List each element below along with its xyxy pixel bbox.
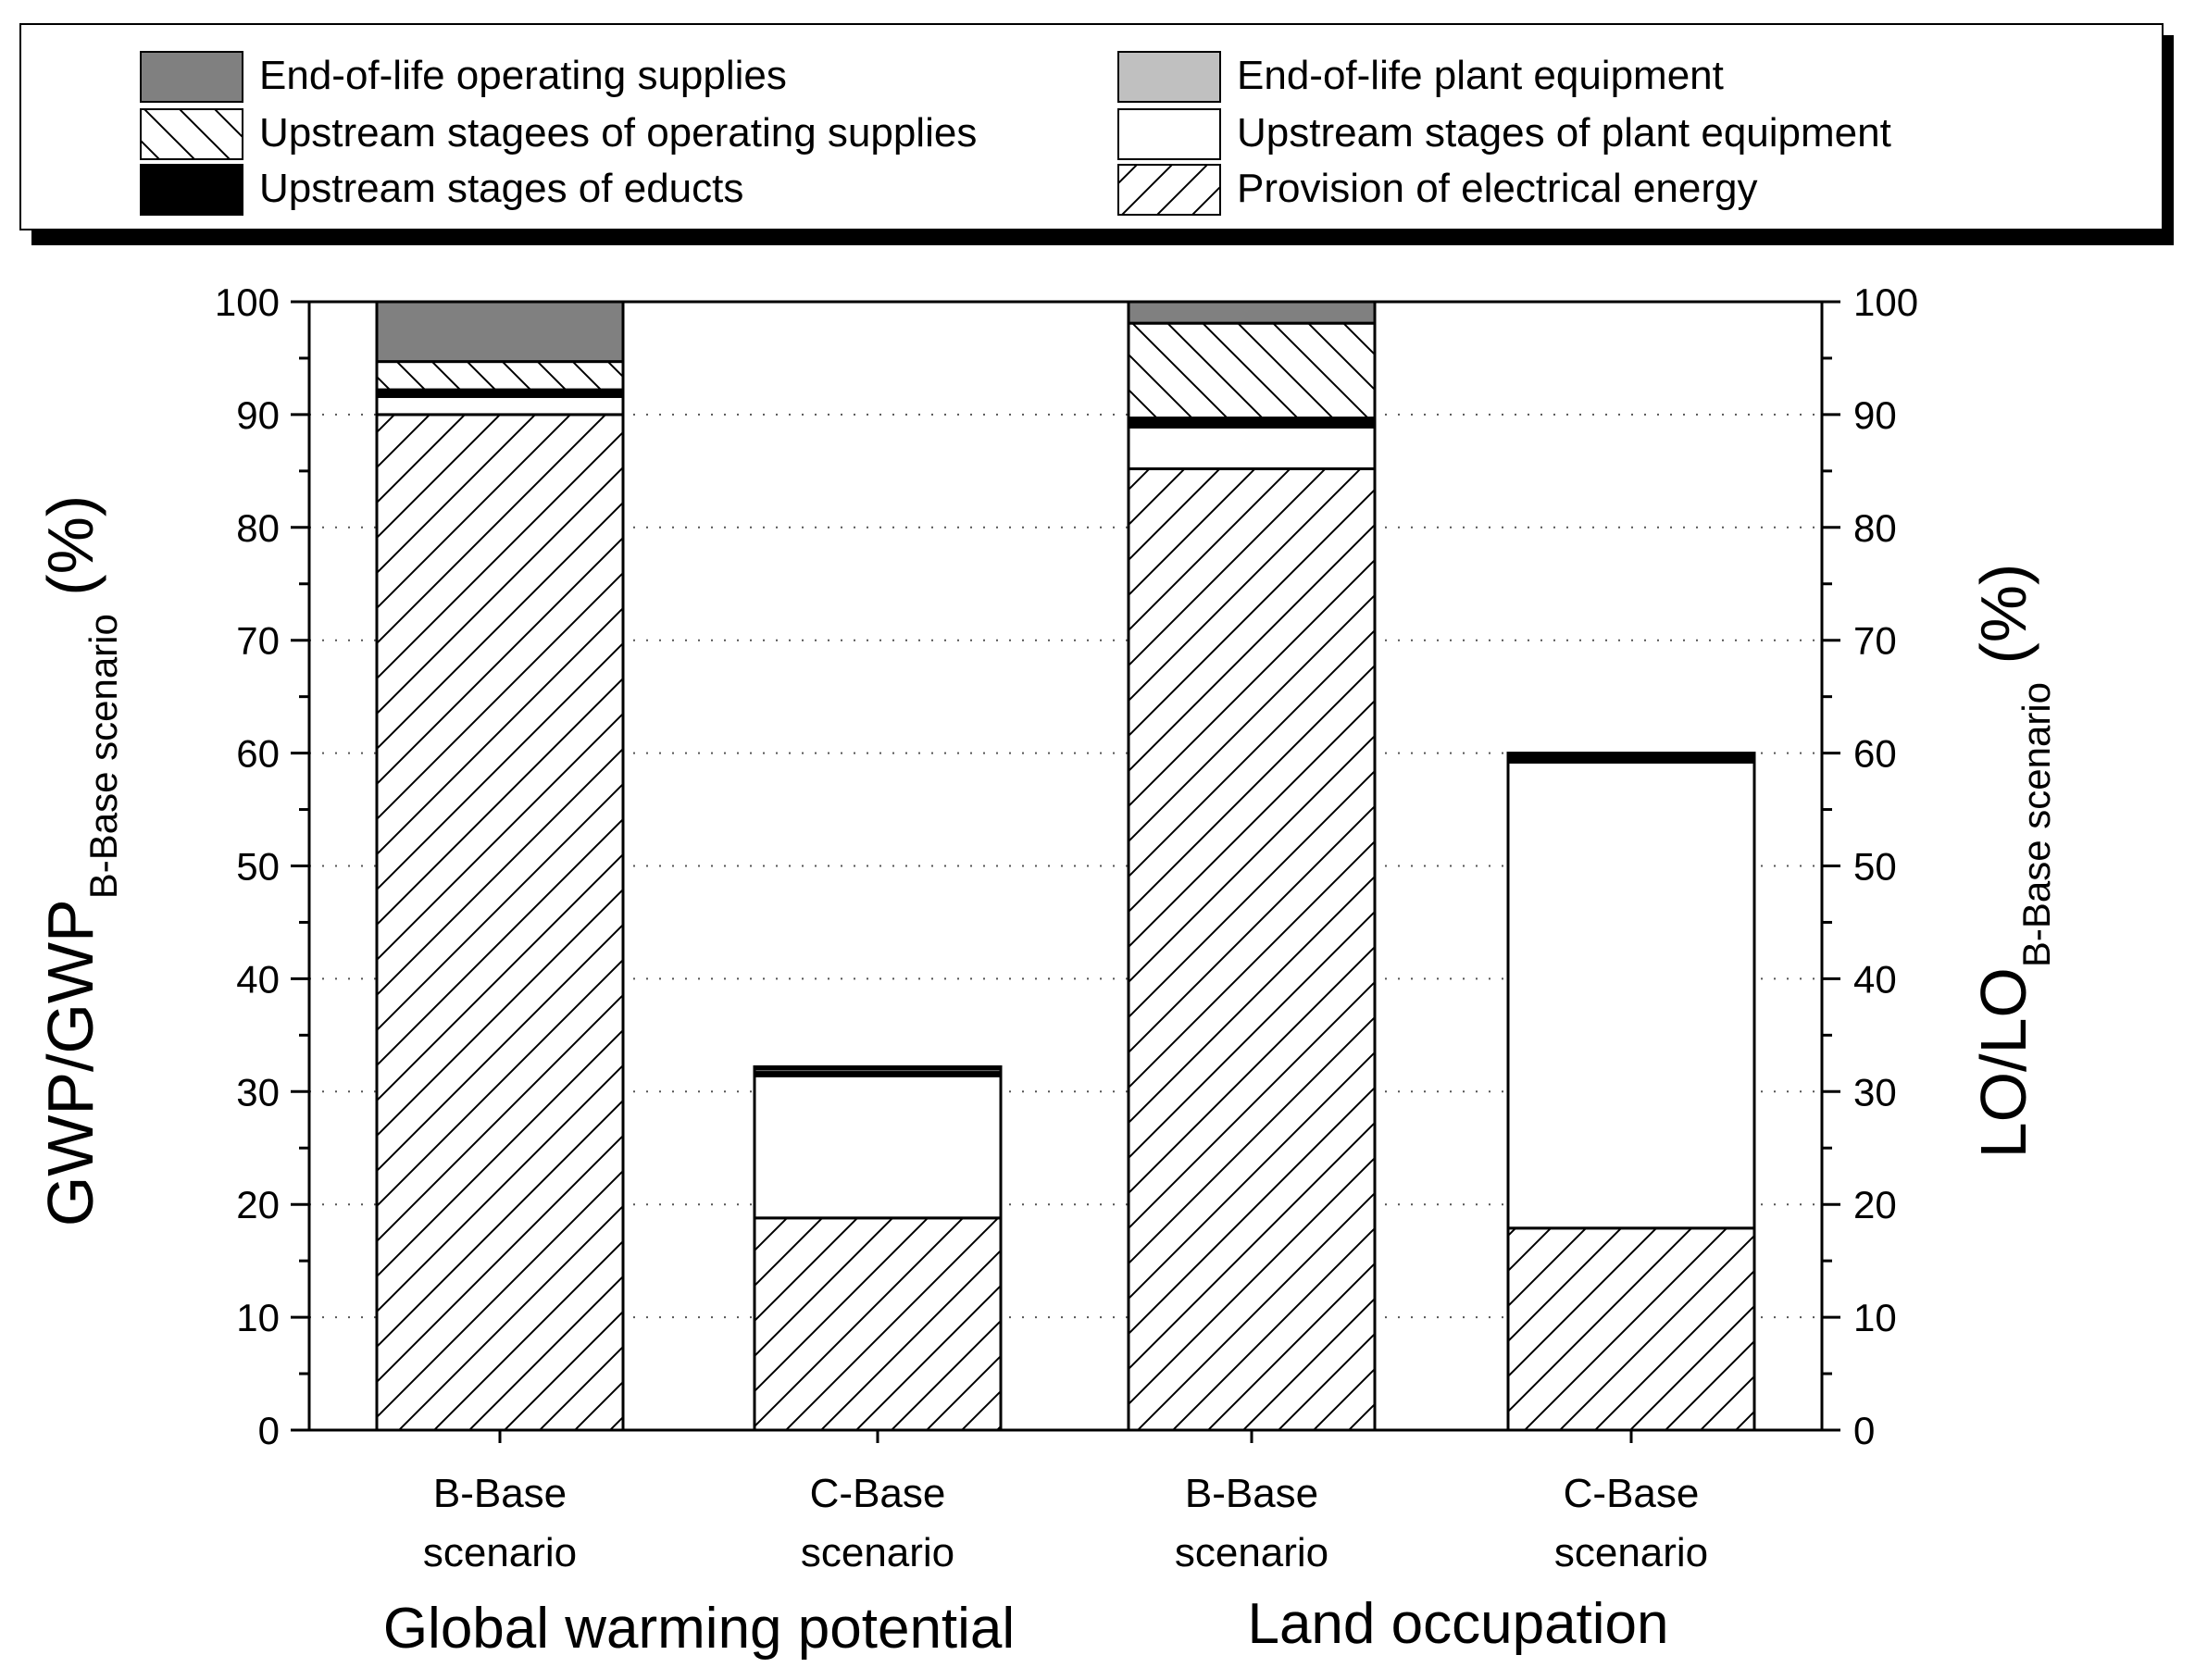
legend-label-upstream-stages-of-educts: Upstream stages of educts <box>259 166 743 211</box>
x-category-label-1-line2: scenario <box>423 1530 577 1575</box>
right-tick-label-30: 30 <box>1853 1070 1897 1114</box>
bars <box>375 300 1756 1432</box>
bar-segment-1-end-of-life-operating-supplies <box>375 300 625 364</box>
legend-swatch-upstream-stagees-of-operating-supplies <box>140 108 243 160</box>
x-category-label-4-line1: C-Base <box>1564 1471 1700 1516</box>
bar-segment-3-upstream-stages-of-plant-equipment <box>1127 425 1377 470</box>
right-tick-label-100: 100 <box>1853 280 1918 324</box>
left-tick-label-90: 90 <box>236 393 280 437</box>
right-tick-label-20: 20 <box>1853 1183 1897 1226</box>
legend-label-end-of-life-operating-supplies: End-of-life operating supplies <box>259 53 787 98</box>
group-label-land-occupation: Land occupation <box>1247 1592 1668 1656</box>
left-tick-label-20: 20 <box>236 1183 280 1226</box>
left-tick-label-60: 60 <box>236 732 280 776</box>
bar-segment-1-upstream-stages-of-plant-equipment <box>375 394 625 417</box>
left-tick-label-70: 70 <box>236 619 280 663</box>
x-category-label-2-line1: C-Base <box>810 1471 946 1516</box>
axes: 0 0 10 10 20 20 30 30 40 40 50 50 60 60 70 70 80 80 90 90 10… <box>215 280 1918 1452</box>
bar-segment-2-end-of-life-operating-supplies <box>753 1064 1003 1071</box>
legend-label-upstream-stagees-of-operating-supplies: Upstream stagees of operating supplies <box>259 110 977 156</box>
left-tick-label-50: 50 <box>236 845 280 889</box>
bar-segment-4-upstream-stages-of-educts <box>1506 752 1756 764</box>
x-category-label-3-line1: B-Base <box>1185 1471 1318 1516</box>
left-tick-label-40: 40 <box>236 957 280 1001</box>
x-category-label-2-line2: scenario <box>801 1530 954 1575</box>
legend-swatch-end-of-life-operating-supplies <box>140 51 243 103</box>
bar-segment-3-end-of-life-operating-supplies <box>1127 300 1377 325</box>
bar-segment-2-provision-of-electrical-energy <box>753 1216 1003 1432</box>
bar-segment-1-provision-of-electrical-energy <box>375 413 625 1432</box>
x-category-label-1-line1: B-Base <box>433 1471 567 1516</box>
right-tick-label-90: 90 <box>1853 393 1897 437</box>
right-tick-label-0: 0 <box>1853 1409 1875 1452</box>
left-tick-label-0: 0 <box>258 1409 280 1452</box>
bar-segment-3-provision-of-electrical-energy <box>1127 467 1377 1432</box>
group-label-global-warming-potential: Global warming potential <box>383 1597 1015 1661</box>
bar-segment-1-upstream-stagees-of-operating-supplies <box>375 360 625 392</box>
x-category-label-3-line2: scenario <box>1175 1530 1328 1575</box>
left-tick-label-10: 10 <box>236 1296 280 1339</box>
right-tick-label-80: 80 <box>1853 506 1897 550</box>
legend: End-of-life operating supplies End-of-lif… <box>19 23 2174 245</box>
x-category-label-4-line2: scenario <box>1554 1530 1708 1575</box>
bar-segment-4-provision-of-electrical-energy <box>1506 1226 1756 1432</box>
bar-segment-4-upstream-stages-of-plant-equipment <box>1506 760 1756 1230</box>
legend-label-provision-of-electrical-energy: Provision of electrical energy <box>1237 166 1757 211</box>
axis-labels: B-Base scenario C-Base scenario B-Base scenar… <box>34 495 2058 1661</box>
legend-swatch-upstream-stages-of-educts <box>140 164 243 216</box>
y-axis-title-left: GWP/GWPB-Base scenario (%) <box>34 495 125 1226</box>
left-tick-label-30: 30 <box>236 1070 280 1114</box>
legend-label-end-of-life-plant-equipment: End-of-life plant equipment <box>1237 53 1724 98</box>
legend-swatch-provision-of-electrical-energy <box>1117 164 1221 216</box>
left-tick-label-100: 100 <box>215 280 280 324</box>
y-axis-title-right: LO/LOB-Base scenario (%) <box>1967 564 2058 1159</box>
right-tick-label-60: 60 <box>1853 732 1897 776</box>
right-tick-label-50: 50 <box>1853 845 1897 889</box>
right-tick-label-40: 40 <box>1853 957 1897 1001</box>
right-tick-label-10: 10 <box>1853 1296 1897 1339</box>
bar-segment-2-upstream-stages-of-plant-equipment <box>753 1074 1003 1220</box>
legend-swatch-end-of-life-plant-equipment <box>1117 51 1221 103</box>
legend-box <box>19 23 2164 230</box>
legend-swatch-upstream-stages-of-plant-equipment <box>1117 108 1221 160</box>
left-tick-label-80: 80 <box>236 506 280 550</box>
right-tick-label-70: 70 <box>1853 619 1897 663</box>
legend-label-upstream-stages-of-plant-equipment: Upstream stages of plant equipment <box>1237 110 1891 156</box>
bar-segment-3-upstream-stagees-of-operating-supplies <box>1127 321 1377 420</box>
